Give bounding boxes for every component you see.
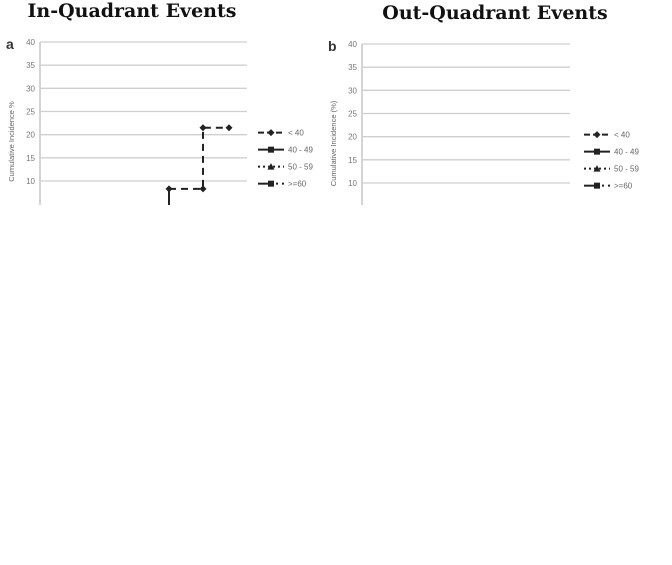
y-tick-label: 10 bbox=[348, 179, 357, 188]
legend-marker bbox=[267, 163, 275, 170]
y-tick-label: 10 bbox=[26, 177, 35, 186]
legend-marker bbox=[594, 182, 600, 189]
legend-marker bbox=[268, 146, 274, 153]
y-tick-label: 35 bbox=[348, 63, 357, 72]
legend-label: >=60 bbox=[288, 180, 307, 189]
y-tick-label: 20 bbox=[26, 131, 35, 140]
legend-label: 40 - 49 bbox=[614, 148, 639, 157]
y-tick-label: 25 bbox=[348, 110, 357, 119]
data-point bbox=[199, 185, 207, 193]
legend-label: 50 - 59 bbox=[614, 165, 639, 174]
legend-marker bbox=[268, 180, 274, 187]
y-tick-label: 15 bbox=[26, 154, 35, 163]
legend-marker bbox=[267, 129, 275, 137]
y-tick-label: 40 bbox=[348, 40, 357, 49]
y-tick-label: 35 bbox=[26, 61, 35, 70]
y-tick-label: 20 bbox=[348, 133, 357, 142]
legend-label: < 40 bbox=[614, 131, 630, 140]
chart-title: Out-Quadrant Events bbox=[382, 2, 607, 24]
y-axis-label: Cumulative Incidence (%) bbox=[329, 100, 338, 186]
y-tick-label: 40 bbox=[26, 38, 35, 47]
legend-label: 40 - 49 bbox=[288, 146, 313, 155]
y-tick-label: 30 bbox=[26, 84, 35, 93]
legend-label: >=60 bbox=[614, 182, 633, 191]
y-axis-label: Cumulative Incidence % bbox=[7, 101, 16, 182]
legend-marker bbox=[594, 148, 600, 155]
legend-marker bbox=[593, 165, 601, 172]
legend-label: 50 - 59 bbox=[288, 163, 313, 172]
legend-marker bbox=[593, 131, 601, 139]
panel-label: b bbox=[328, 38, 337, 54]
y-tick-label: 15 bbox=[348, 156, 357, 165]
data-point bbox=[165, 185, 173, 193]
data-point bbox=[225, 124, 233, 132]
chart-title: In-Quadrant Events bbox=[28, 0, 237, 22]
y-tick-label: 25 bbox=[26, 108, 35, 117]
y-tick-label: 30 bbox=[348, 86, 357, 95]
data-point bbox=[199, 124, 207, 132]
panel-label: a bbox=[6, 36, 14, 52]
legend-label: < 40 bbox=[288, 129, 304, 138]
series-line bbox=[169, 126, 229, 190]
